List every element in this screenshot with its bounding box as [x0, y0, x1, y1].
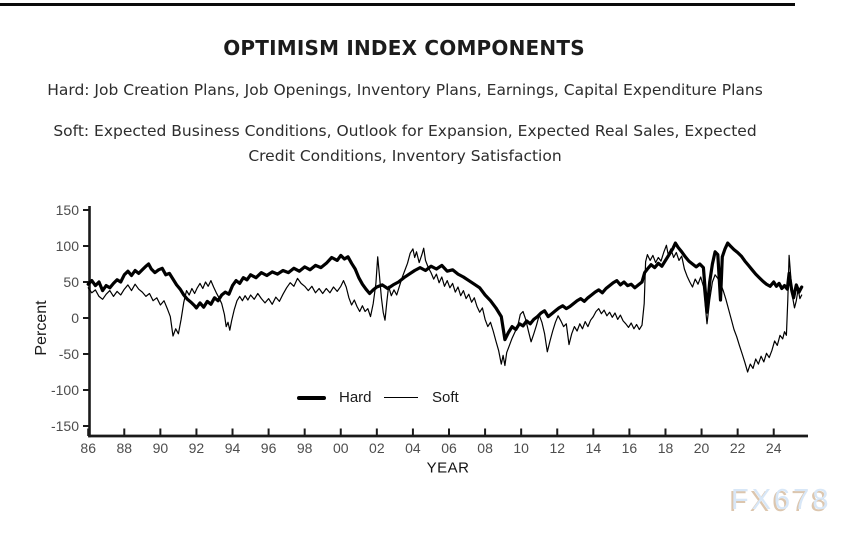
- top-rule-divider: [0, 3, 795, 6]
- x-axis-title: YEAR: [426, 459, 470, 477]
- y-tick-label: 0: [71, 310, 79, 326]
- x-tick-label: 16: [622, 440, 638, 456]
- x-tick-label: 92: [189, 440, 205, 456]
- x-tick-label: 90: [153, 440, 169, 456]
- x-tick-label: 14: [586, 440, 602, 456]
- hard-series-line: [86, 241, 804, 342]
- soft-series-line: [87, 244, 803, 373]
- y-axis-title: Percent: [33, 300, 50, 356]
- x-tick-label: 88: [116, 440, 132, 456]
- y-tick-label: 50: [63, 274, 79, 290]
- chart-title: OPTIMISM INDEX COMPONENTS: [223, 36, 585, 60]
- y-tick-label: -100: [51, 382, 79, 398]
- x-tick-label: 98: [297, 440, 313, 456]
- y-tick-label: 150: [56, 202, 80, 218]
- x-tick-label: 00: [333, 440, 349, 456]
- soft-description-line-1: Soft: Expected Business Conditions, Outl…: [53, 122, 757, 140]
- x-tick-label: 22: [730, 440, 746, 456]
- x-tick-label: 12: [549, 440, 565, 456]
- y-tick-label: -150: [51, 418, 79, 434]
- y-tick-label: -50: [59, 346, 79, 362]
- hard-components-description: Hard: Job Creation Plans, Job Openings, …: [47, 81, 763, 99]
- soft-description-line-2: Credit Conditions, Inventory Satisfactio…: [248, 147, 562, 165]
- x-tick-label: 20: [694, 440, 710, 456]
- x-tick-label: 04: [405, 440, 421, 456]
- x-tick-label: 10: [513, 440, 529, 456]
- x-tick-label: 02: [369, 440, 385, 456]
- x-tick-label: 06: [441, 440, 457, 456]
- watermark-text: FX678: [731, 484, 832, 516]
- y-tick-label: 100: [56, 238, 80, 254]
- x-tick-label: 18: [658, 440, 674, 456]
- x-tick-label: 86: [80, 440, 96, 456]
- x-tick-label: 94: [225, 440, 241, 456]
- soft-components-description: Soft: Expected Business Conditions, Outl…: [0, 119, 810, 169]
- x-tick-label: 08: [477, 440, 493, 456]
- x-tick-label: 96: [261, 440, 277, 456]
- x-tick-label: 24: [766, 440, 782, 456]
